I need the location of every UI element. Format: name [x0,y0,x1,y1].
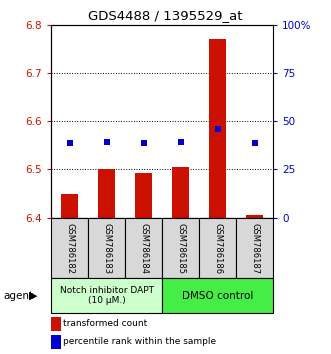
Bar [62,194,78,218]
Bar [162,278,273,313]
Point [252,141,257,146]
Bar [51,335,61,349]
Bar [199,218,236,278]
Bar [88,218,125,278]
Text: ▶: ▶ [29,291,37,301]
Bar [246,215,263,218]
Bar [162,218,199,278]
Text: GSM786183: GSM786183 [102,223,111,274]
Point [141,141,146,146]
Text: GSM786184: GSM786184 [139,223,148,274]
Bar [172,167,189,218]
Bar [98,170,115,218]
Point [178,139,183,145]
Text: transformed count: transformed count [63,319,148,329]
Text: Notch inhibitor DAPT
(10 μM.): Notch inhibitor DAPT (10 μM.) [60,286,154,305]
Bar [209,39,226,218]
Text: GSM786187: GSM786187 [250,223,259,274]
Text: DMSO control: DMSO control [182,291,253,301]
Text: percentile rank within the sample: percentile rank within the sample [63,337,216,346]
Point [104,139,109,145]
Point [215,127,220,132]
Bar [51,218,88,278]
Text: GSM786182: GSM786182 [65,223,74,274]
Text: GSM786185: GSM786185 [176,223,185,274]
Bar [236,218,273,278]
Text: GSM786186: GSM786186 [213,223,222,274]
Text: agent: agent [3,291,33,301]
Text: GDS4488 / 1395529_at: GDS4488 / 1395529_at [88,9,243,22]
Bar [135,173,152,218]
Bar [51,317,61,331]
Point [67,140,72,146]
Bar [125,218,162,278]
Bar [51,278,162,313]
